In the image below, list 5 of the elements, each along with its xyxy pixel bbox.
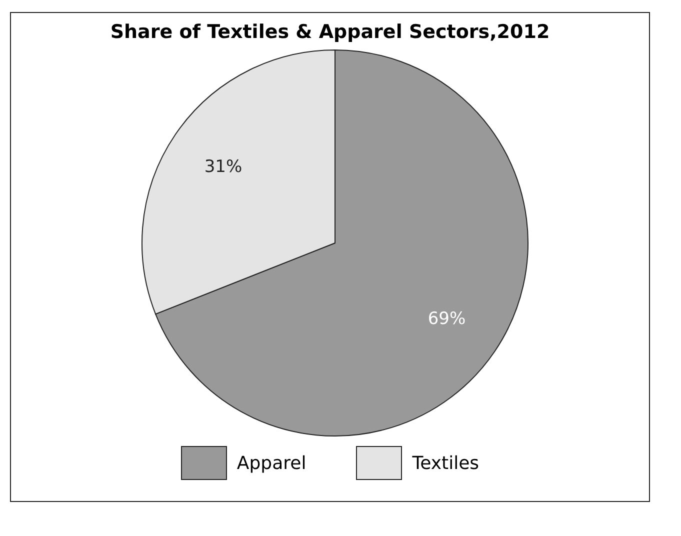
- data-label: 69%: [428, 308, 466, 329]
- data-label: 31%: [204, 157, 242, 178]
- chart-title: Share of Textiles & Apparel Sectors,2012: [109, 21, 551, 43]
- legend-label: Textiles: [412, 452, 480, 474]
- legend-label: Apparel: [236, 452, 306, 474]
